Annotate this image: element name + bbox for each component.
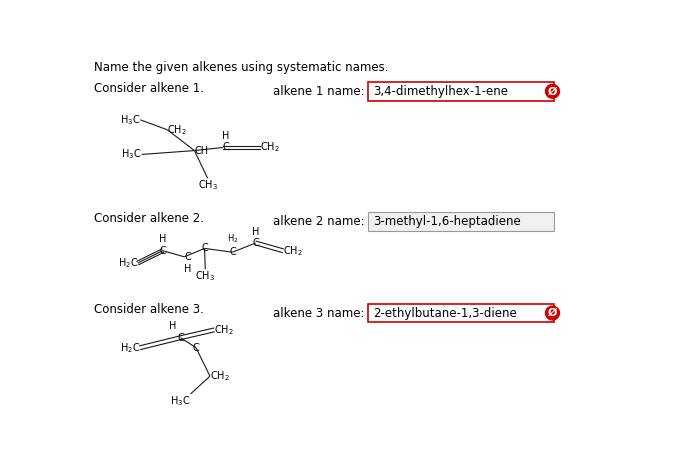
Circle shape: [545, 306, 559, 320]
Text: $\mathregular{H_2C}$: $\mathregular{H_2C}$: [120, 341, 140, 354]
Text: $\mathregular{H_2C}$: $\mathregular{H_2C}$: [118, 256, 138, 270]
Text: Consider alkene 2.: Consider alkene 2.: [94, 212, 204, 225]
Bar: [368, 304, 554, 322]
Text: H: H: [184, 264, 192, 274]
Text: CH: CH: [195, 145, 209, 156]
Text: $\mathregular{CH_3}$: $\mathregular{CH_3}$: [195, 269, 216, 283]
Text: H: H: [252, 227, 260, 237]
Text: $\mathregular{CH_2}$: $\mathregular{CH_2}$: [214, 323, 234, 337]
Text: $\mathregular{CH_2}$: $\mathregular{CH_2}$: [167, 123, 187, 137]
Text: C: C: [184, 252, 191, 262]
Text: $\mathregular{CH_2}$: $\mathregular{CH_2}$: [260, 141, 280, 154]
Text: Ø: Ø: [548, 86, 557, 96]
Text: C: C: [201, 244, 208, 253]
Text: H: H: [222, 131, 229, 141]
Text: C: C: [177, 333, 184, 343]
Text: C: C: [252, 238, 259, 248]
Text: H: H: [159, 234, 167, 244]
Text: 3,4-dimethylhex-1-ene: 3,4-dimethylhex-1-ene: [372, 85, 508, 98]
Text: Name the given alkenes using systematic names.: Name the given alkenes using systematic …: [94, 61, 389, 74]
Text: C: C: [229, 247, 236, 257]
Text: $\mathregular{H_3C}$: $\mathregular{H_3C}$: [121, 148, 141, 161]
Text: $\mathregular{CH_3}$: $\mathregular{CH_3}$: [197, 178, 218, 192]
Text: $\mathregular{H_3C}$: $\mathregular{H_3C}$: [170, 394, 190, 408]
Text: $\mathregular{CH_2}$: $\mathregular{CH_2}$: [283, 244, 302, 258]
Text: H: H: [169, 321, 176, 331]
Text: $\mathregular{H_3C}$: $\mathregular{H_3C}$: [120, 113, 140, 126]
Text: Consider alkene 1.: Consider alkene 1.: [94, 83, 204, 95]
Text: Consider alkene 3.: Consider alkene 3.: [94, 303, 204, 316]
Circle shape: [545, 84, 559, 98]
Bar: [368, 212, 554, 231]
Bar: [368, 82, 554, 101]
Text: alkene 1 name:: alkene 1 name:: [273, 85, 365, 98]
Text: Ø: Ø: [548, 308, 557, 318]
Text: C: C: [193, 343, 200, 353]
Text: alkene 2 name:: alkene 2 name:: [273, 215, 365, 228]
Text: C: C: [160, 246, 166, 256]
Text: C: C: [222, 143, 229, 152]
Text: alkene 3 name:: alkene 3 name:: [274, 306, 365, 320]
Text: 2-ethylbutane-1,3-diene: 2-ethylbutane-1,3-diene: [372, 306, 517, 320]
Text: $\mathregular{CH_2}$: $\mathregular{CH_2}$: [210, 369, 230, 383]
Text: $\mathregular{H_2}$: $\mathregular{H_2}$: [227, 233, 238, 245]
Text: 3-methyl-1,6-heptadiene: 3-methyl-1,6-heptadiene: [372, 215, 521, 228]
